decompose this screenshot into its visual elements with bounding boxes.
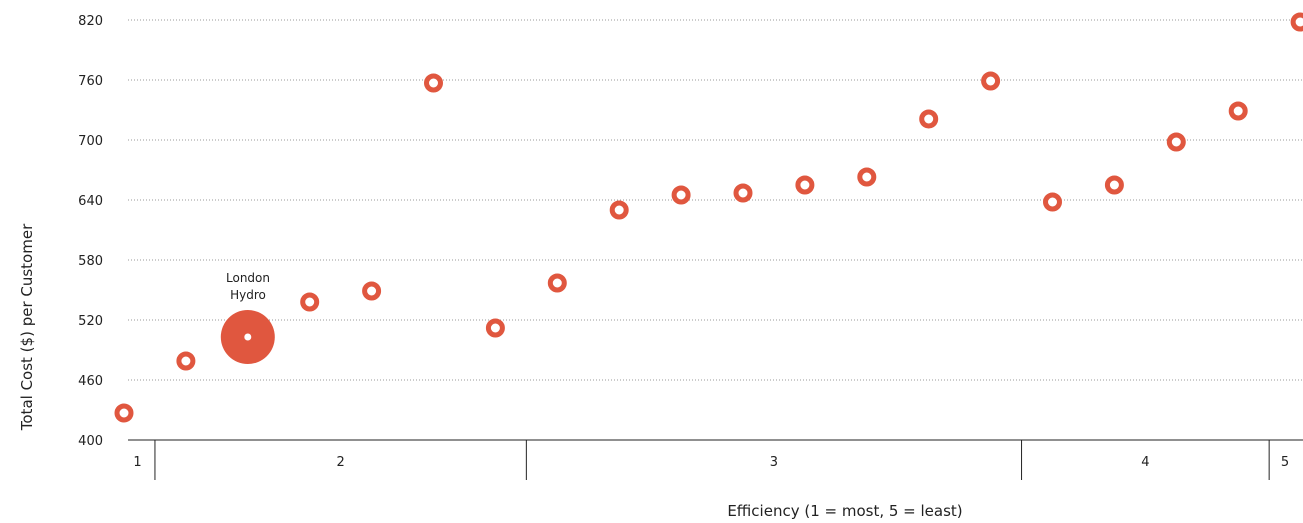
- data-point: [300, 292, 320, 312]
- data-point: [1104, 175, 1124, 195]
- data-point: [1290, 12, 1303, 32]
- y-tick-label: 760: [78, 74, 103, 89]
- efficiency-band-label: 4: [1141, 455, 1149, 470]
- x-axis: 1 2 3 4 5: [128, 439, 1303, 480]
- y-tick-label: 640: [78, 194, 103, 209]
- x-axis-label: Efficiency (1 = most, 5 = least): [727, 502, 962, 520]
- data-point: [424, 73, 443, 93]
- data-point: [1043, 192, 1062, 212]
- annotation-london-hydro-line2: Hydro: [230, 288, 266, 302]
- y-tick-label: 520: [78, 314, 103, 329]
- efficiency-band-label: 2: [337, 455, 345, 470]
- data-point: [547, 273, 567, 293]
- efficiency-band-label: 1: [133, 455, 141, 470]
- data-points: [114, 12, 1303, 423]
- data-point: [114, 403, 134, 423]
- y-tick-label: 400: [78, 434, 103, 449]
- efficiency-band-label: 3: [770, 455, 778, 470]
- y-tick-label: 820: [78, 14, 103, 29]
- gridlines: [128, 19, 1303, 381]
- data-point: [671, 185, 691, 205]
- y-tick-label: 700: [78, 134, 103, 149]
- efficiency-band-label: 5: [1281, 455, 1289, 470]
- annotations: London Hydro: [226, 271, 270, 302]
- data-point: [795, 175, 815, 195]
- data-point: [485, 318, 505, 338]
- y-tick-labels: 820 760 700 640 580 520 460 400: [78, 14, 103, 449]
- y-tick-label: 580: [78, 254, 103, 269]
- data-point: [857, 167, 877, 187]
- y-tick-label: 460: [78, 374, 103, 389]
- y-axis-label: Total Cost ($) per Customer: [18, 223, 36, 431]
- data-point: [919, 109, 939, 129]
- data-point: [609, 200, 629, 220]
- data-point: [176, 351, 196, 371]
- data-point: [362, 281, 382, 301]
- data-point-center: [244, 333, 252, 341]
- data-point: [733, 183, 753, 203]
- data-point: [981, 71, 1001, 91]
- data-point: [1166, 132, 1186, 152]
- data-point: [1228, 101, 1248, 121]
- annotation-london-hydro-line1: London: [226, 271, 270, 285]
